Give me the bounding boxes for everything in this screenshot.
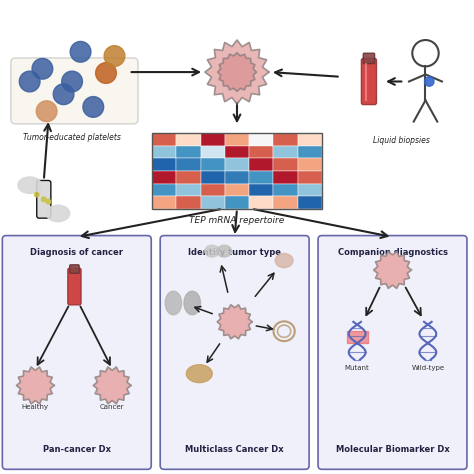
Bar (273, 146, 298, 158)
Text: Cancer: Cancer (100, 404, 124, 410)
Bar (249, 146, 273, 158)
Bar (152, 133, 176, 146)
Bar (176, 133, 201, 146)
Text: Multiclass Cancer Dx: Multiclass Cancer Dx (185, 446, 284, 455)
Circle shape (83, 97, 104, 117)
FancyBboxPatch shape (2, 236, 151, 469)
Text: Pan-cancer Dx: Pan-cancer Dx (43, 446, 111, 455)
Ellipse shape (205, 245, 219, 257)
Ellipse shape (186, 365, 212, 383)
Circle shape (104, 46, 125, 66)
Text: Molecular Biomarker Dx: Molecular Biomarker Dx (336, 446, 449, 455)
Text: Companion diagnostics: Companion diagnostics (337, 248, 447, 257)
FancyBboxPatch shape (70, 265, 79, 273)
Bar (225, 146, 249, 158)
Bar (273, 183, 298, 196)
Bar (249, 133, 273, 146)
Bar (298, 146, 322, 158)
Bar (176, 183, 201, 196)
FancyBboxPatch shape (160, 236, 309, 469)
Bar (298, 183, 322, 196)
Bar (298, 196, 322, 209)
Polygon shape (217, 305, 252, 339)
Text: Tumor-educated platelets: Tumor-educated platelets (23, 133, 121, 142)
Bar (201, 171, 225, 183)
Bar (201, 183, 225, 196)
Text: Healthy: Healthy (22, 404, 49, 410)
Ellipse shape (275, 254, 293, 268)
Bar (298, 133, 322, 146)
Text: Diagnosis of cancer: Diagnosis of cancer (30, 248, 123, 257)
Ellipse shape (46, 205, 70, 222)
Circle shape (36, 101, 57, 121)
Bar (152, 183, 176, 196)
Polygon shape (17, 367, 54, 404)
Bar (201, 146, 225, 158)
FancyBboxPatch shape (36, 181, 51, 218)
Bar (273, 158, 298, 171)
Bar (298, 158, 322, 171)
Ellipse shape (184, 291, 201, 315)
Bar (347, 331, 367, 343)
Bar (273, 171, 298, 183)
Bar (249, 196, 273, 209)
Ellipse shape (217, 245, 231, 257)
FancyBboxPatch shape (363, 53, 374, 64)
Bar (201, 158, 225, 171)
Bar (152, 158, 176, 171)
Text: TEP mRNA repertoire: TEP mRNA repertoire (190, 216, 284, 225)
Polygon shape (205, 40, 269, 104)
Bar (152, 196, 176, 209)
Bar (225, 183, 249, 196)
Bar (201, 133, 225, 146)
Ellipse shape (18, 177, 41, 193)
Bar (225, 171, 249, 183)
Ellipse shape (165, 291, 182, 315)
Bar (201, 196, 225, 209)
Bar (176, 146, 201, 158)
Circle shape (70, 41, 91, 62)
Text: Liquid biopsies: Liquid biopsies (374, 136, 430, 145)
Polygon shape (218, 53, 256, 91)
Circle shape (41, 197, 46, 201)
Bar (273, 196, 298, 209)
Bar (176, 171, 201, 183)
Text: Wild-type: Wild-type (411, 365, 445, 371)
Circle shape (425, 77, 434, 86)
Bar (249, 183, 273, 196)
Polygon shape (374, 252, 411, 288)
Bar (298, 171, 322, 183)
Bar (225, 196, 249, 209)
FancyBboxPatch shape (318, 236, 467, 469)
Circle shape (19, 71, 40, 92)
Circle shape (46, 199, 51, 204)
Bar (152, 146, 176, 158)
Polygon shape (93, 367, 131, 404)
FancyBboxPatch shape (68, 268, 81, 305)
Text: Identify tumor type: Identify tumor type (188, 248, 281, 257)
Text: Mutant: Mutant (345, 365, 370, 371)
Circle shape (96, 63, 117, 83)
Circle shape (32, 58, 53, 79)
Circle shape (53, 84, 74, 105)
Bar (152, 133, 322, 209)
FancyBboxPatch shape (11, 58, 138, 124)
Circle shape (35, 192, 39, 197)
Bar (249, 158, 273, 171)
FancyBboxPatch shape (361, 58, 376, 105)
Bar (273, 133, 298, 146)
Bar (176, 158, 201, 171)
Bar (152, 171, 176, 183)
Circle shape (62, 71, 82, 92)
Bar (176, 196, 201, 209)
Bar (225, 133, 249, 146)
Bar (225, 158, 249, 171)
Bar (249, 171, 273, 183)
